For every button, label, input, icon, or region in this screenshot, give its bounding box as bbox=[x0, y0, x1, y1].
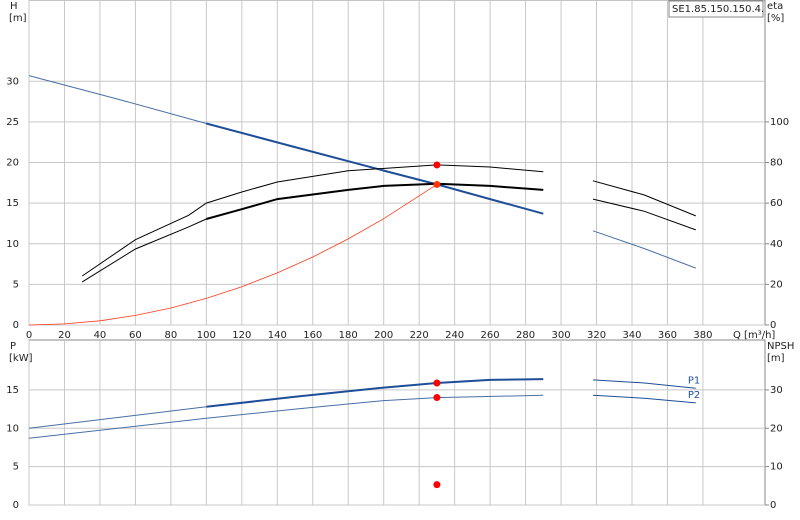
curve bbox=[81, 218, 207, 283]
y-tick-label: 0 bbox=[13, 500, 19, 511]
y2-tick-label: 30 bbox=[770, 385, 783, 396]
y2-axis-unit: [%] bbox=[767, 13, 784, 24]
x-tick-label: 160 bbox=[303, 330, 322, 341]
x-tick-label: 40 bbox=[94, 330, 107, 341]
y-tick-label: 5 bbox=[13, 279, 19, 290]
y-tick-label: 0 bbox=[13, 320, 19, 331]
operating-point bbox=[433, 180, 441, 188]
curve bbox=[592, 230, 696, 269]
curve bbox=[592, 394, 696, 404]
x-tick-label: 360 bbox=[658, 330, 677, 341]
curve bbox=[592, 198, 696, 231]
curve bbox=[81, 164, 544, 277]
curve bbox=[28, 75, 207, 124]
x-tick-label: 200 bbox=[374, 330, 393, 341]
y-tick-label: 10 bbox=[6, 239, 19, 250]
y-axis-unit: [kW] bbox=[9, 353, 33, 364]
y-axis-unit: [m] bbox=[9, 13, 27, 24]
curve bbox=[206, 182, 544, 220]
operating-point bbox=[433, 161, 441, 169]
y-tick-label: 15 bbox=[6, 198, 19, 209]
x-tick-label: 120 bbox=[232, 330, 251, 341]
x-tick-label: 180 bbox=[339, 330, 358, 341]
series-label: P1 bbox=[688, 375, 700, 386]
y2-tick-label: 20 bbox=[770, 279, 783, 290]
y2-axis-label: NPSH bbox=[767, 341, 794, 352]
y-axis-label: P bbox=[10, 341, 16, 352]
x-tick-label: 220 bbox=[410, 330, 429, 341]
x-axis-label: Q [m³/h] bbox=[733, 330, 775, 341]
x-tick-label: 260 bbox=[481, 330, 500, 341]
model-label: SE1.85.150.150.4. bbox=[672, 4, 764, 15]
y2-tick-label: 20 bbox=[770, 423, 783, 434]
y2-tick-label: 10 bbox=[770, 462, 783, 473]
y2-tick-label: 0 bbox=[770, 320, 776, 331]
curve bbox=[28, 184, 438, 326]
operating-point bbox=[433, 481, 441, 489]
y-tick-label: 30 bbox=[6, 76, 19, 87]
y2-axis-unit: [m] bbox=[767, 353, 785, 364]
y2-tick-label: 100 bbox=[770, 117, 789, 128]
y2-tick-label: 0 bbox=[770, 500, 776, 511]
series-label: P2 bbox=[688, 390, 700, 401]
y2-tick-label: 80 bbox=[770, 158, 783, 169]
y-tick-label: 5 bbox=[13, 462, 19, 473]
x-tick-label: 320 bbox=[587, 330, 606, 341]
y2-tick-label: 60 bbox=[770, 198, 783, 209]
x-tick-label: 300 bbox=[552, 330, 571, 341]
x-tick-label: 80 bbox=[165, 330, 178, 341]
y-tick-label: 20 bbox=[6, 158, 19, 169]
x-tick-label: 240 bbox=[445, 330, 464, 341]
x-tick-label: 100 bbox=[197, 330, 216, 341]
curve bbox=[592, 180, 696, 217]
model-box bbox=[668, 0, 764, 18]
operating-point bbox=[433, 379, 441, 387]
curve bbox=[28, 406, 207, 429]
x-tick-label: 20 bbox=[58, 330, 71, 341]
curve bbox=[206, 122, 544, 215]
y-tick-label: 25 bbox=[6, 117, 19, 128]
x-tick-label: 380 bbox=[693, 330, 712, 341]
curve bbox=[592, 379, 696, 389]
y2-tick-label: 40 bbox=[770, 239, 783, 250]
curve bbox=[206, 378, 544, 408]
y-tick-label: 10 bbox=[6, 423, 19, 434]
plot-frame bbox=[28, 339, 766, 506]
x-tick-label: 340 bbox=[622, 330, 641, 341]
operating-point bbox=[433, 394, 441, 402]
y2-axis-label: eta bbox=[767, 1, 783, 12]
y-axis-label: H bbox=[10, 1, 18, 12]
x-tick-label: 60 bbox=[129, 330, 142, 341]
x-tick-label: 140 bbox=[268, 330, 287, 341]
y-tick-label: 15 bbox=[6, 385, 19, 396]
x-tick-label: 280 bbox=[516, 330, 535, 341]
x-tick-label: 0 bbox=[26, 330, 32, 341]
